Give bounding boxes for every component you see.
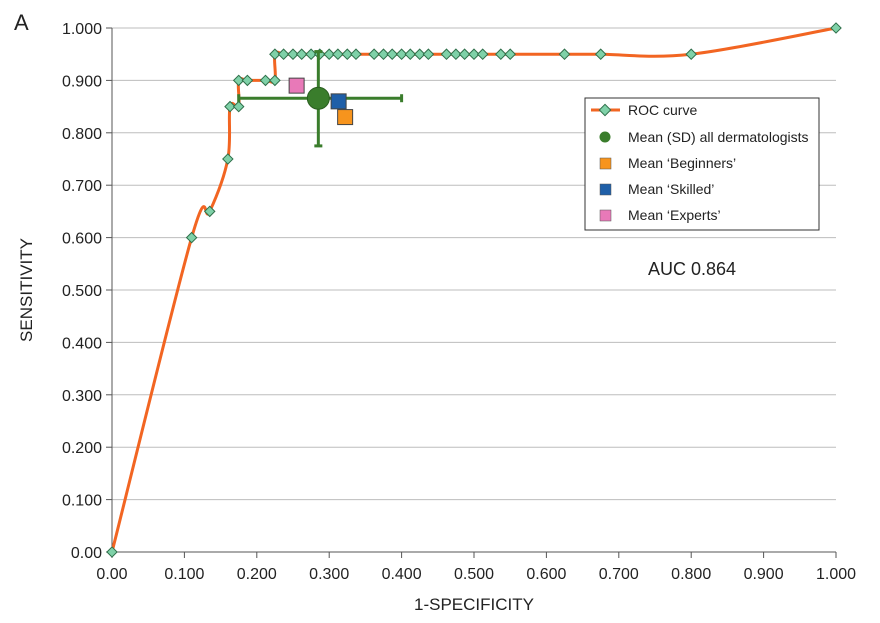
y-tick-label: 0.00 xyxy=(71,545,102,562)
y-tick-label: 0.200 xyxy=(62,440,102,457)
roc-point xyxy=(224,100,236,113)
axes xyxy=(111,28,836,553)
x-tick-label: 0.400 xyxy=(382,566,422,583)
mean-markers xyxy=(288,77,354,126)
roc-point xyxy=(305,48,317,60)
y-tick-label: 0.500 xyxy=(62,283,102,300)
roc-point xyxy=(232,74,245,87)
x-tick-label: 0.900 xyxy=(744,566,784,583)
y-tick-label: 0.800 xyxy=(62,126,102,143)
y-tick-label: 0.600 xyxy=(62,231,102,248)
y-tick-label: 0.900 xyxy=(62,73,102,90)
legend-roc-marker xyxy=(598,103,612,117)
roc-point xyxy=(386,48,398,60)
legend-all-marker xyxy=(599,131,611,143)
x-tick-label: 0.300 xyxy=(309,566,349,583)
x-tick-label: 0.100 xyxy=(164,566,204,583)
y-tick-label: 0.700 xyxy=(62,178,102,195)
roc-point xyxy=(450,48,462,60)
roc-point xyxy=(269,74,281,87)
y-axis-title: SENSITIVITY xyxy=(17,238,36,342)
roc-point xyxy=(458,48,471,60)
roc-point xyxy=(232,100,245,113)
legend-label-experts: Mean ‘Experts’ xyxy=(628,207,721,223)
legend-beginners-marker xyxy=(599,157,612,170)
roc-point xyxy=(106,546,118,558)
roc-point xyxy=(413,48,426,60)
x-tick-label: 1.000 xyxy=(816,566,856,583)
legend-label-all: Mean (SD) all dermatologists xyxy=(628,129,809,145)
roc-point xyxy=(395,48,408,60)
x-axis-title: 1-SPECIFICITY xyxy=(414,595,534,614)
legend: ROC curve Mean (SD) all dermatologists M… xyxy=(584,97,820,231)
roc-point xyxy=(830,22,842,34)
roc-point xyxy=(404,48,417,60)
roc-point xyxy=(440,48,453,60)
legend-label-roc: ROC curve xyxy=(628,102,697,118)
mean-beginners-marker xyxy=(337,109,354,126)
legend-label-skilled: Mean ‘Skilled’ xyxy=(628,181,714,197)
roc-point xyxy=(277,48,290,60)
roc-point xyxy=(504,48,516,60)
x-tick-labels: 0.00 0.100 0.200 0.300 0.400 0.500 0.600 0.700 0… xyxy=(96,566,856,583)
roc-point xyxy=(295,48,308,60)
roc-point xyxy=(350,48,362,60)
roc-point xyxy=(468,48,480,60)
x-tick-label: 0.00 xyxy=(96,566,127,583)
roc-point xyxy=(341,48,354,60)
roc-point xyxy=(287,48,299,60)
y-tick-label: 1.000 xyxy=(62,21,102,38)
roc-point xyxy=(269,48,281,60)
roc-point xyxy=(259,74,272,87)
roc-point xyxy=(494,48,507,60)
roc-point xyxy=(377,48,390,60)
roc-point xyxy=(368,48,380,60)
x-tick-label: 0.500 xyxy=(454,566,494,583)
roc-point xyxy=(185,231,198,244)
mean-experts-marker xyxy=(288,77,305,94)
legend-experts-marker xyxy=(599,209,612,222)
roc-point xyxy=(332,48,344,60)
roc-point xyxy=(558,48,571,60)
roc-point xyxy=(476,48,489,60)
y-tick-label: 0.400 xyxy=(62,335,102,352)
roc-point xyxy=(203,205,216,218)
y-tick-labels: 0.00 0.100 0.200 0.300 0.400 0.500 0.600 0.700 0… xyxy=(62,21,102,562)
x-tick-label: 0.200 xyxy=(237,566,277,583)
y-tick-label: 0.300 xyxy=(62,388,102,405)
mean-skilled-marker xyxy=(330,93,347,110)
mean-all-marker xyxy=(306,86,330,110)
legend-skilled-marker xyxy=(599,183,612,196)
roc-point xyxy=(685,48,697,60)
x-tick-label: 0.800 xyxy=(671,566,711,583)
x-tick-label: 0.600 xyxy=(526,566,566,583)
roc-point xyxy=(222,153,234,165)
roc-point xyxy=(594,48,607,60)
panel-label: A xyxy=(14,10,29,35)
x-tick-label: 0.700 xyxy=(599,566,639,583)
y-tick-label: 0.100 xyxy=(62,493,102,510)
legend-label-beginners: Mean ‘Beginners’ xyxy=(628,155,736,171)
auc-annotation: AUC 0.864 xyxy=(648,259,736,279)
roc-point xyxy=(323,48,335,60)
roc-point xyxy=(422,48,435,60)
legend-box xyxy=(584,97,820,231)
roc-point xyxy=(241,74,254,87)
